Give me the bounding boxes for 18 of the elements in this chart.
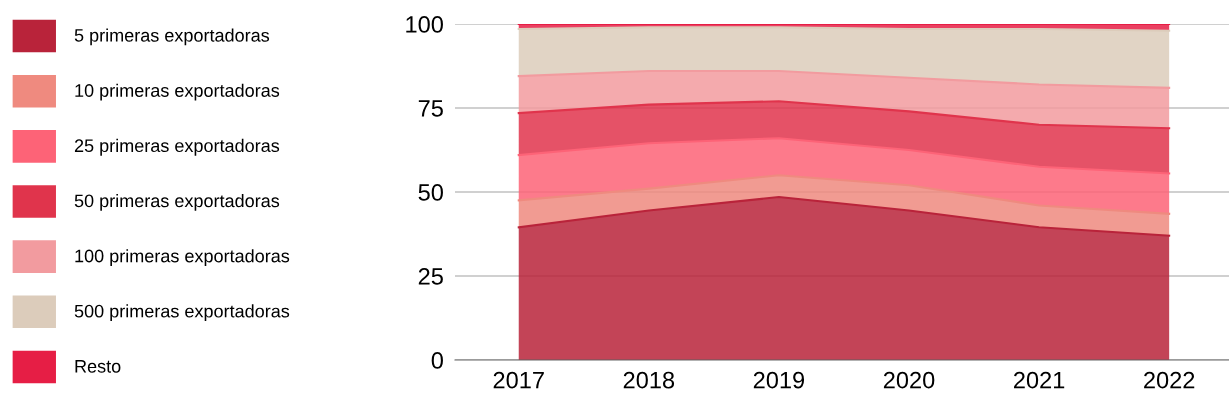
legend-label: 10 primeras exportadoras <box>75 83 280 101</box>
legend-label: Resto <box>75 360 121 373</box>
x-tick-label: 2022 <box>1144 371 1195 389</box>
legend-label: 500 primeras exportadoras <box>74 304 290 322</box>
legend-label: 100 primeras exportadoras <box>75 249 290 266</box>
legend-label: 25 primeras exportadoras <box>74 138 280 156</box>
x-tick-label: 2017 <box>493 371 544 389</box>
legend-label: 50 primeras exportadoras <box>74 193 280 211</box>
y-tick-label: 100 <box>406 16 443 33</box>
y-tick-label: 0 <box>431 352 443 369</box>
y-tick-label: 75 <box>418 100 443 117</box>
y-tick-label: 25 <box>418 268 443 285</box>
x-tick-label: 2020 <box>883 371 935 389</box>
x-tick-label: 2018 <box>623 371 675 389</box>
x-tick-label: 2019 <box>753 371 805 389</box>
y-tick-label: 50 <box>418 184 443 201</box>
x-tick-label: 2021 <box>1014 371 1065 389</box>
legend-label: 5 primeras exportadoras <box>74 28 270 46</box>
